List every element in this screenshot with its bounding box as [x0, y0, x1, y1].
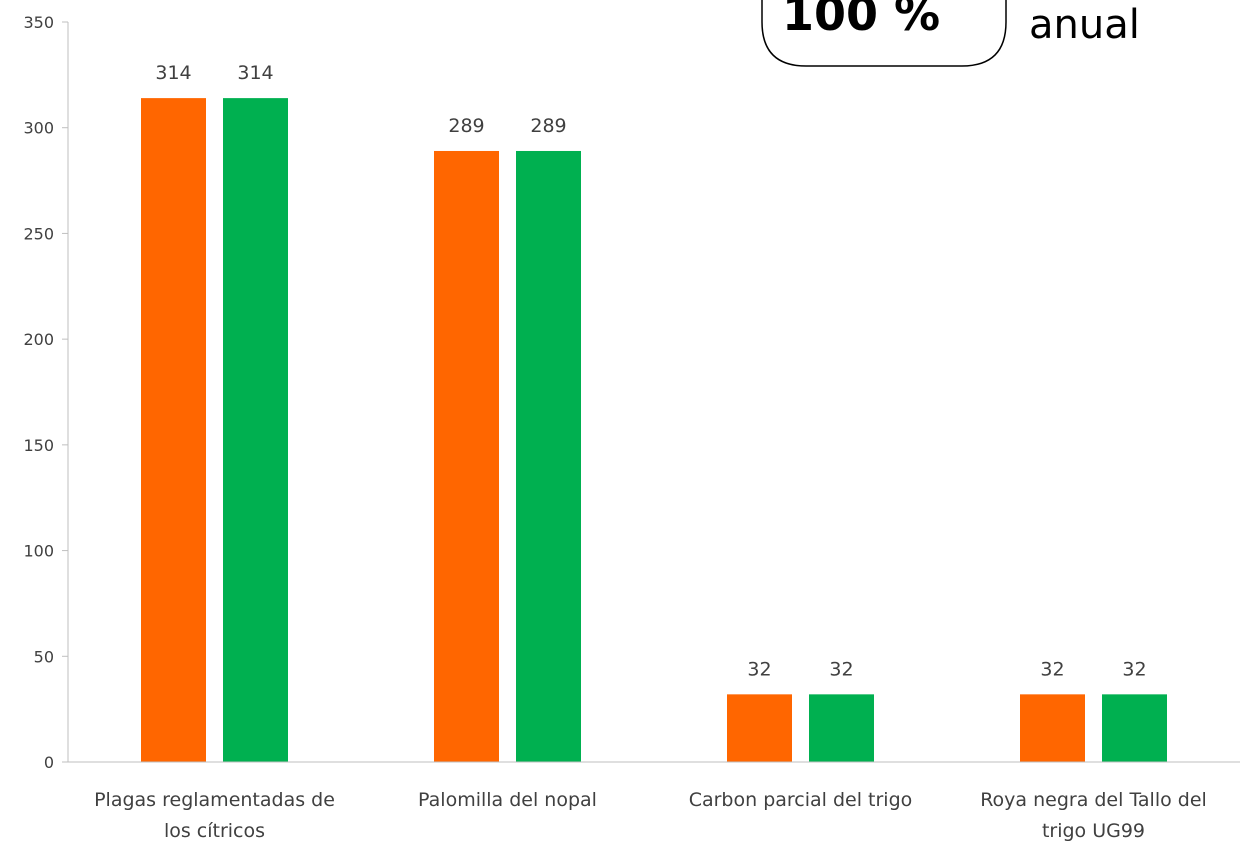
- data-label: 289: [448, 115, 484, 137]
- y-tick-label: 100: [23, 542, 54, 561]
- y-tick-label: 200: [23, 330, 54, 349]
- x-category-label: Roya negra del Tallo del trigo UG99: [980, 789, 1207, 842]
- x-category-label: Palomilla del nopal: [418, 789, 597, 811]
- y-tick-label: 300: [23, 119, 54, 138]
- y-tick-label: 150: [23, 436, 54, 455]
- data-label: 32: [829, 658, 853, 680]
- bar: [727, 694, 792, 762]
- callout-value: 100 %: [782, 0, 940, 41]
- y-tick-label: 250: [23, 224, 54, 243]
- callout-box: [761, 0, 1007, 67]
- x-axis: Plagas reglamentadas de los cítricos Palom…: [68, 761, 1240, 842]
- data-label: 314: [237, 62, 273, 84]
- bar: [1020, 694, 1085, 762]
- bar: [434, 150, 499, 762]
- bar: [809, 694, 874, 762]
- bar: [516, 150, 581, 762]
- data-label: 289: [530, 115, 566, 137]
- data-label: 32: [747, 658, 771, 680]
- data-label: 32: [1122, 658, 1146, 680]
- bar: [1102, 694, 1167, 762]
- data-labels: 314 314 289 289 32 32 32 32: [155, 62, 1146, 680]
- x-category-label: Carbon parcial del trigo: [689, 789, 913, 811]
- y-tick-label: 50: [34, 647, 54, 666]
- bar: [223, 98, 288, 763]
- x-category-label: Plagas reglamentadas de los cítricos: [94, 789, 335, 842]
- bars: [141, 98, 1167, 763]
- y-tick-label: 350: [23, 13, 54, 32]
- data-label: 314: [155, 62, 191, 84]
- y-tick-label: 0: [44, 753, 54, 772]
- callout: 100 % anual: [761, 0, 1140, 67]
- y-axis: 0 50 100 150 200 250 300 350: [23, 13, 69, 772]
- bar: [141, 98, 206, 763]
- callout-side-text: anual: [1029, 2, 1140, 48]
- data-label: 32: [1040, 658, 1064, 680]
